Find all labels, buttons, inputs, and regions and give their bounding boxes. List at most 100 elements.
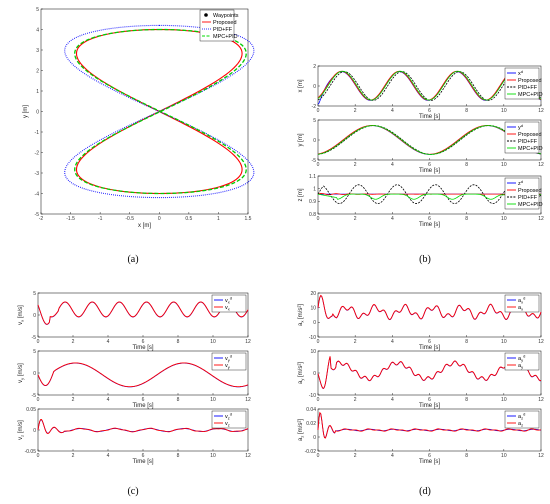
series-pidff xyxy=(64,24,255,199)
legend-entry-label: az xyxy=(518,421,523,428)
x-tick-label: 6 xyxy=(428,162,431,168)
series-mpcpid xyxy=(74,28,247,195)
panel-b-series xyxy=(317,193,542,201)
x-tick-label: 0 xyxy=(317,162,320,168)
x-tick-label: 12 xyxy=(538,453,544,459)
y-tick-label: 0.9 xyxy=(309,199,316,205)
y-tick-label: 0 xyxy=(313,138,316,144)
y-tick-label: 5 xyxy=(33,349,36,355)
y-tick-label: 0 xyxy=(313,435,316,441)
x-tick-label: 8 xyxy=(465,108,468,114)
y-tick-label: 0.8 xyxy=(309,212,316,218)
y-tick-label: 5 xyxy=(36,7,39,13)
y-tick-label: -5 xyxy=(35,212,40,218)
panel-b-axes-0 xyxy=(317,65,542,107)
x-tick-label: 6 xyxy=(428,453,431,459)
y-tick-label: 0 xyxy=(313,371,316,377)
x-tick-label: 8 xyxy=(465,453,468,459)
panel-c-label: (c) xyxy=(127,486,138,497)
panel-c-xlabel-2: Time [s] xyxy=(132,459,153,465)
legend-entry-label: azd xyxy=(518,412,525,421)
panel-c-series xyxy=(37,362,249,388)
panel-d-xlabel-2: Time [s] xyxy=(419,459,440,465)
panel-a: -2 -1.5 -1 -0.5 0 0.5 1 1.5 -5 -4 -3 -2 -1 0 1 2 3 4 5 x [m… xyxy=(23,7,255,265)
x-tick-label: 0 xyxy=(317,397,320,403)
x-tick-label: 6 xyxy=(428,216,431,222)
legend-entry-label: ax xyxy=(518,305,523,312)
y-tick-label: 2 xyxy=(313,64,316,70)
x-tick-label: 4 xyxy=(391,162,394,168)
x-tick-label: 0 xyxy=(158,216,161,222)
panel-b-series xyxy=(317,70,542,101)
y-tick-label: -1 xyxy=(35,130,40,136)
panel-d-ylabel-1: ay [m/s²] xyxy=(298,362,305,384)
x-tick-label: 10 xyxy=(501,216,507,222)
x-tick-label: 10 xyxy=(501,108,507,114)
y-tick-label: -10 xyxy=(309,393,316,399)
y-tick-label: -3 xyxy=(35,171,40,177)
y-tick-label: 0 xyxy=(36,109,39,115)
y-tick-label: 5 xyxy=(313,118,316,124)
x-tick-label: 2 xyxy=(354,339,357,345)
x-tick-label: 6 xyxy=(428,108,431,114)
legend-entry-label: PID+FF xyxy=(518,195,538,201)
x-tick-label: 10 xyxy=(501,162,507,168)
x-tick-label: 12 xyxy=(245,339,251,345)
x-tick-label: 12 xyxy=(245,453,251,459)
y-tick-label: -4 xyxy=(35,191,40,197)
x-tick-label: 0 xyxy=(317,339,320,345)
y-tick-label: 1.1 xyxy=(309,174,316,180)
panel-a-axes xyxy=(40,8,249,215)
x-tick-label: -0.5 xyxy=(125,216,134,222)
x-tick-label: 2 xyxy=(72,453,75,459)
legend-entry-label: zd xyxy=(518,179,523,187)
x-tick-label: 4 xyxy=(391,216,394,222)
y-tick-label: -0.05 xyxy=(25,449,37,455)
legend-entry-label: Proposed xyxy=(518,132,542,138)
panel-a-ylabel: y [m] xyxy=(23,105,29,118)
panel-d-ylabel-2: az [m/s²] xyxy=(298,419,305,441)
y-tick-label: 1 xyxy=(36,89,39,95)
panel-d-axes-0 xyxy=(317,292,542,338)
series-proposed xyxy=(75,28,243,195)
legend-entry-label: ayd xyxy=(518,354,525,363)
panel-d-label: (d) xyxy=(419,486,431,497)
panel-a-xlabel: x [m] xyxy=(138,223,151,229)
x-tick-label: 4 xyxy=(107,397,110,403)
x-tick-label: 0 xyxy=(317,216,320,222)
x-tick-label: 12 xyxy=(538,339,544,345)
legend-marker xyxy=(204,13,208,17)
panel-b-xlabel-0: Time [s] xyxy=(419,114,440,120)
x-tick-label: 1 xyxy=(217,216,220,222)
legend-entry-label: MPC+PID xyxy=(518,92,543,98)
x-tick-label: 10 xyxy=(210,397,216,403)
panel-c-legend-0 xyxy=(211,294,247,313)
x-tick-label: 2 xyxy=(72,339,75,345)
x-tick-label: 10 xyxy=(501,339,507,345)
legend-entry-label: MPC+PID xyxy=(518,146,543,152)
legend-entry-label: Proposed xyxy=(213,20,237,26)
y-tick-label: -0.02 xyxy=(305,449,317,455)
panel-b-ylabel-0: x [m] xyxy=(298,79,304,92)
x-tick-label: 4 xyxy=(391,339,394,345)
panel-c-xlabel-0: Time [s] xyxy=(132,345,153,351)
legend-entry-label: axd xyxy=(518,296,525,305)
panel-b-label: (b) xyxy=(419,254,431,265)
panel-d-legend-1 xyxy=(504,352,540,371)
panel-d-series xyxy=(317,294,542,321)
legend-entry-label: PID+FF xyxy=(213,27,233,33)
x-tick-label: 6 xyxy=(142,397,145,403)
y-tick-label: 4 xyxy=(36,27,39,33)
panel-c-ylabel-0: vx [m/s] xyxy=(18,305,25,325)
x-tick-label: 12 xyxy=(538,108,544,114)
x-tick-label: 12 xyxy=(538,162,544,168)
panel-c-series xyxy=(37,301,249,325)
x-tick-label: 1.5 xyxy=(245,216,252,222)
legend-entry-label: MPC+PID xyxy=(213,34,238,40)
x-tick-label: 6 xyxy=(428,339,431,345)
legend-entry-label: vyd xyxy=(225,354,232,363)
y-tick-label: -5 xyxy=(32,393,37,399)
